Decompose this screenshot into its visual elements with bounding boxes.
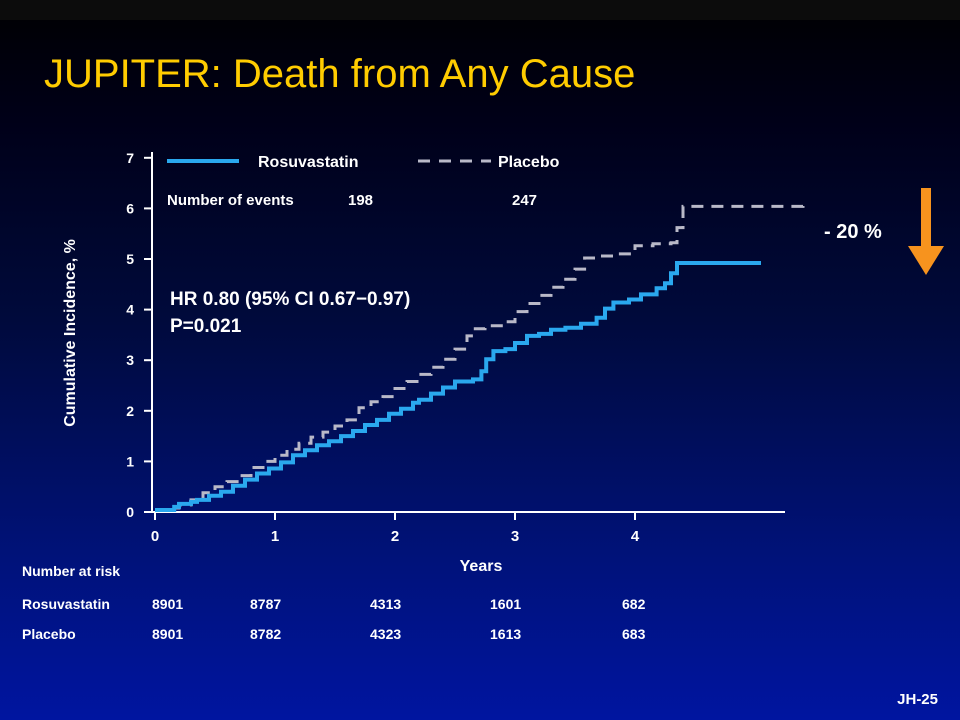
risk-table-header: Number at risk — [22, 563, 121, 579]
x-axis-label: Years — [460, 558, 503, 575]
p-value-text: P=0.021 — [170, 316, 242, 337]
legend: Rosuvastatin Placebo — [167, 154, 560, 171]
x-tick-label: 2 — [391, 528, 399, 545]
risk-value: 683 — [622, 626, 646, 642]
risk-value: 8782 — [250, 626, 282, 642]
y-tick-label: 7 — [126, 150, 134, 166]
x-tick-label: 0 — [151, 528, 159, 545]
slide-title: JUPITER: Death from Any Cause — [44, 52, 636, 96]
y-tick-label: 4 — [126, 302, 134, 318]
y-axis-label: Cumulative Incidence, % — [62, 239, 79, 427]
risk-value: 8787 — [250, 596, 282, 612]
y-tick-label: 1 — [126, 453, 134, 469]
risk-value: 4323 — [370, 626, 402, 642]
risk-row-label: Rosuvastatin — [22, 596, 110, 612]
x-tick-label: 1 — [271, 528, 279, 545]
y-tick-label: 2 — [126, 403, 134, 419]
legend-placebo-label: Placebo — [498, 154, 560, 171]
x-tick-label: 4 — [631, 528, 640, 545]
slide-number: JH-25 — [897, 691, 938, 708]
y-tick-label: 3 — [126, 352, 134, 368]
risk-row-label: Placebo — [22, 626, 76, 642]
top-bar — [0, 0, 960, 20]
axes — [151, 152, 785, 513]
reduction-label: - 20 % — [824, 221, 882, 243]
curve-rosuvastatin — [155, 261, 761, 512]
down-arrow-icon — [908, 188, 944, 275]
risk-value: 682 — [622, 596, 646, 612]
events-rosuvastatin: 198 — [348, 192, 373, 209]
risk-value: 1613 — [490, 626, 522, 642]
risk-value: 1601 — [490, 596, 522, 612]
risk-value: 8901 — [152, 596, 184, 612]
x-tick-label: 3 — [511, 528, 519, 545]
hazard-ratio-text: HR 0.80 (95% CI 0.67−0.97) — [170, 289, 410, 310]
events-label: Number of events — [167, 192, 294, 209]
events-placebo: 247 — [512, 192, 537, 209]
risk-value: 8901 — [152, 626, 184, 642]
curves — [155, 203, 805, 512]
y-tick-label: 5 — [126, 251, 134, 267]
ticks: 0 1 2 3 4 5 6 7 0 1 2 3 4 — [126, 150, 640, 545]
y-tick-label: 0 — [126, 504, 134, 520]
y-tick-label: 6 — [126, 200, 134, 216]
risk-value: 4313 — [370, 596, 402, 612]
legend-rosuvastatin-label: Rosuvastatin — [258, 154, 358, 171]
curve-placebo — [155, 203, 805, 512]
